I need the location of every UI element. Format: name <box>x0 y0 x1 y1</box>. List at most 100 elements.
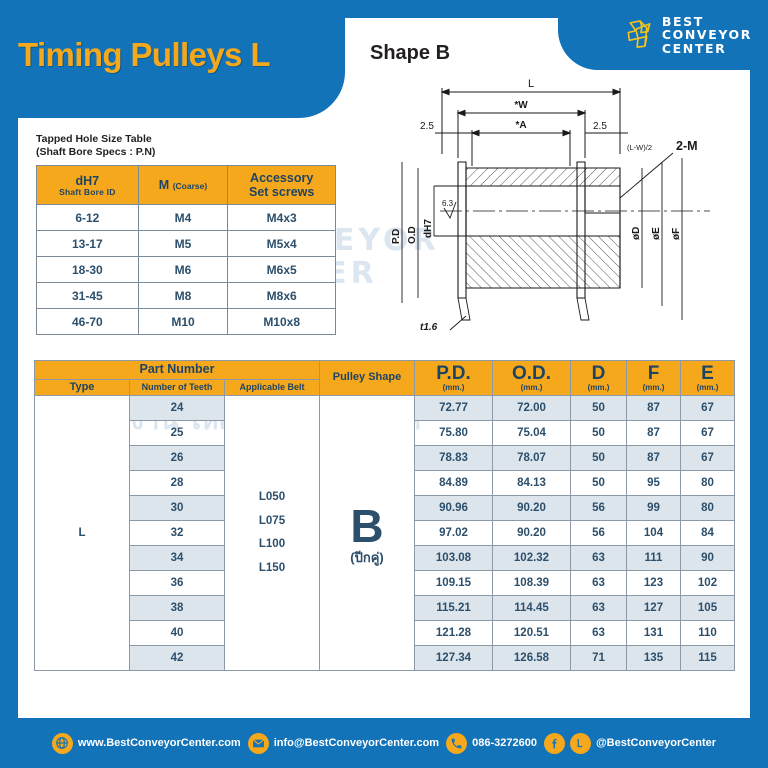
tapped-cell-m: M4 <box>137 204 229 232</box>
brand-logo-icon <box>627 20 651 48</box>
tapped-cell-m: M6 <box>137 256 229 284</box>
footer-email[interactable]: info@BestConveyorCenter.com <box>247 732 440 754</box>
globe-icon <box>51 732 73 754</box>
dim-label-phi-f: øF <box>671 228 682 240</box>
tapped-row: 18-30 M6 M6x5 <box>36 256 336 284</box>
shape-thai-label: (ปีกคู่) <box>350 549 384 565</box>
spec-cell-e: 105 <box>680 595 735 622</box>
spec-cell-pd: 75.80 <box>414 420 493 447</box>
belt-option: L100 <box>258 538 286 551</box>
dim-label-W: *W <box>514 100 528 111</box>
tapped-row: 13-17 M5 M5x4 <box>36 230 336 258</box>
brand-logo-text: BEST CONVEYOR CENTER <box>662 15 752 56</box>
spec-cell-teeth: 34 <box>129 545 225 572</box>
tapped-caption-line-2: (Shaft Bore Specs : P.N) <box>36 146 156 159</box>
tapped-header-acc-1: Accessory <box>250 171 314 186</box>
tapped-cell-bore: 31-45 <box>36 282 139 310</box>
spec-cell-d: 50 <box>570 420 627 447</box>
dim-label-phi-e: øE <box>651 227 662 240</box>
brand-line-1: BEST <box>661 13 704 29</box>
spec-cell-f: 104 <box>626 520 681 547</box>
spec-cell-f: 87 <box>626 420 681 447</box>
technical-drawing: L *W *A 2.5 2.5 (L-W)/2 2-M <box>380 58 730 353</box>
spec-cell-d: 63 <box>570 570 627 597</box>
spec-cell-od: 126.58 <box>492 645 571 672</box>
footer-website-label: www.BestConveyorCenter.com <box>77 737 241 749</box>
spec-cell-pd: 127.34 <box>414 645 493 672</box>
footer-social[interactable]: @BestConveyorCenter <box>543 732 716 754</box>
tapped-header-acc-2: Set screws <box>249 185 315 200</box>
table-row: 25 75.80 75.04 50 87 67 <box>35 420 735 447</box>
tapped-row: 46-70 M10 M10x8 <box>36 308 336 336</box>
footer-website[interactable]: www.BestConveyorCenter.com <box>51 732 241 754</box>
spec-header-od-label: O.D. <box>511 363 552 385</box>
spec-cell-f: 131 <box>626 620 681 647</box>
dim-label-dh7: dH7 <box>423 219 434 238</box>
spec-cell-od: 108.39 <box>492 570 571 597</box>
tapped-cell-screw: M5x4 <box>227 230 336 258</box>
spec-header-d: D (mm.) <box>570 359 627 397</box>
tapped-caption-line-1: Tapped Hole Size Table <box>36 133 152 145</box>
tapped-header-bore-sub: Shaft Bore ID <box>59 186 116 197</box>
page-title: Timing Pulleys L <box>18 36 271 73</box>
spec-cell-e: 102 <box>680 570 735 597</box>
footer-phone-label: 086-3272600 <box>472 737 537 749</box>
spec-header-pd: P.D. (mm.) <box>414 359 493 397</box>
spec-header-f: F (mm.) <box>626 359 681 397</box>
spec-header-d-label: D <box>591 363 606 385</box>
spec-header-type: Type <box>34 378 130 397</box>
spec-cell-f: 127 <box>626 595 681 622</box>
spec-cell-od: 78.07 <box>492 445 571 472</box>
table-row: 26 78.83 78.07 50 87 67 <box>35 445 735 472</box>
spec-cell-teeth: 42 <box>129 645 225 672</box>
tapped-hole-section: Tapped Hole Size Table (Shaft Bore Specs… <box>36 133 336 336</box>
spec-cell-pd: 90.96 <box>414 495 493 522</box>
spec-header-d-unit: (mm.) <box>587 382 610 392</box>
tapped-hole-body: 6-12 M4 M4x3 13-17 M5 M5x4 18-30 M6 M6x5 31-45 M8 M… <box>36 204 336 336</box>
spec-cell-f: 87 <box>626 445 681 472</box>
dim-label-L: L <box>528 78 534 90</box>
spec-cell-od: 75.04 <box>492 420 571 447</box>
table-row: 42 127.34 126.58 71 135 115 <box>35 645 735 672</box>
tapped-cell-bore: 46-70 <box>36 308 139 336</box>
footer-phone[interactable]: 086-3272600 <box>446 732 537 754</box>
spec-cell-pd: 84.89 <box>414 470 493 497</box>
tapped-row: 6-12 M4 M4x3 <box>36 204 336 232</box>
spec-cell-f: 99 <box>626 495 681 522</box>
spec-cell-e: 115 <box>680 645 735 672</box>
spec-cell-e: 90 <box>680 545 735 572</box>
spec-cell-teeth: 40 <box>129 620 225 647</box>
spec-cell-teeth: 28 <box>129 470 225 497</box>
spec-header-e: E (mm.) <box>680 359 735 397</box>
spec-cell-d: 63 <box>570 620 627 647</box>
spec-cell-teeth: 30 <box>129 495 225 522</box>
spec-cell-pd: 115.21 <box>414 595 493 622</box>
line-icon <box>569 732 591 754</box>
spec-cell-f: 135 <box>626 645 681 672</box>
brand-logo: BEST CONVEYOR CENTER <box>558 0 768 70</box>
spec-cell-d: 50 <box>570 470 627 497</box>
spec-header-f-unit: (mm.) <box>642 382 665 392</box>
spec-header-pd-unit: (mm.) <box>442 382 465 392</box>
phone-icon <box>446 732 468 754</box>
footer-email-label: info@BestConveyorCenter.com <box>273 737 440 749</box>
spec-cell-pd: 103.08 <box>414 545 493 572</box>
tapped-row: 31-45 M8 M8x6 <box>36 282 336 310</box>
spec-header-od-unit: (mm.) <box>520 382 543 392</box>
tapped-cell-screw: M10x8 <box>227 308 336 336</box>
spec-cell-od: 84.13 <box>492 470 571 497</box>
spec-cell-pd: 109.15 <box>414 570 493 597</box>
spec-cell-f: 123 <box>626 570 681 597</box>
table-row: 38 115.21 114.45 63 127 105 <box>35 595 735 622</box>
dim-label-right-25: 2.5 <box>593 121 607 132</box>
tapped-cell-screw: M8x6 <box>227 282 336 310</box>
tapped-cell-bore: 13-17 <box>36 230 139 258</box>
belt-option: L075 <box>258 514 286 527</box>
spec-table: Part Number Pulley Shape P.D. (mm.) O.D.… <box>34 359 735 672</box>
envelope-icon <box>247 732 269 754</box>
tapped-cell-screw: M4x3 <box>227 204 336 232</box>
spec-cell-belt: L050 L075 L100 L150 <box>224 395 320 672</box>
dim-label-pd: P.D <box>391 229 402 244</box>
table-row: 28 84.89 84.13 50 95 80 <box>35 470 735 497</box>
spec-header-pd-label: P.D. <box>436 363 471 385</box>
